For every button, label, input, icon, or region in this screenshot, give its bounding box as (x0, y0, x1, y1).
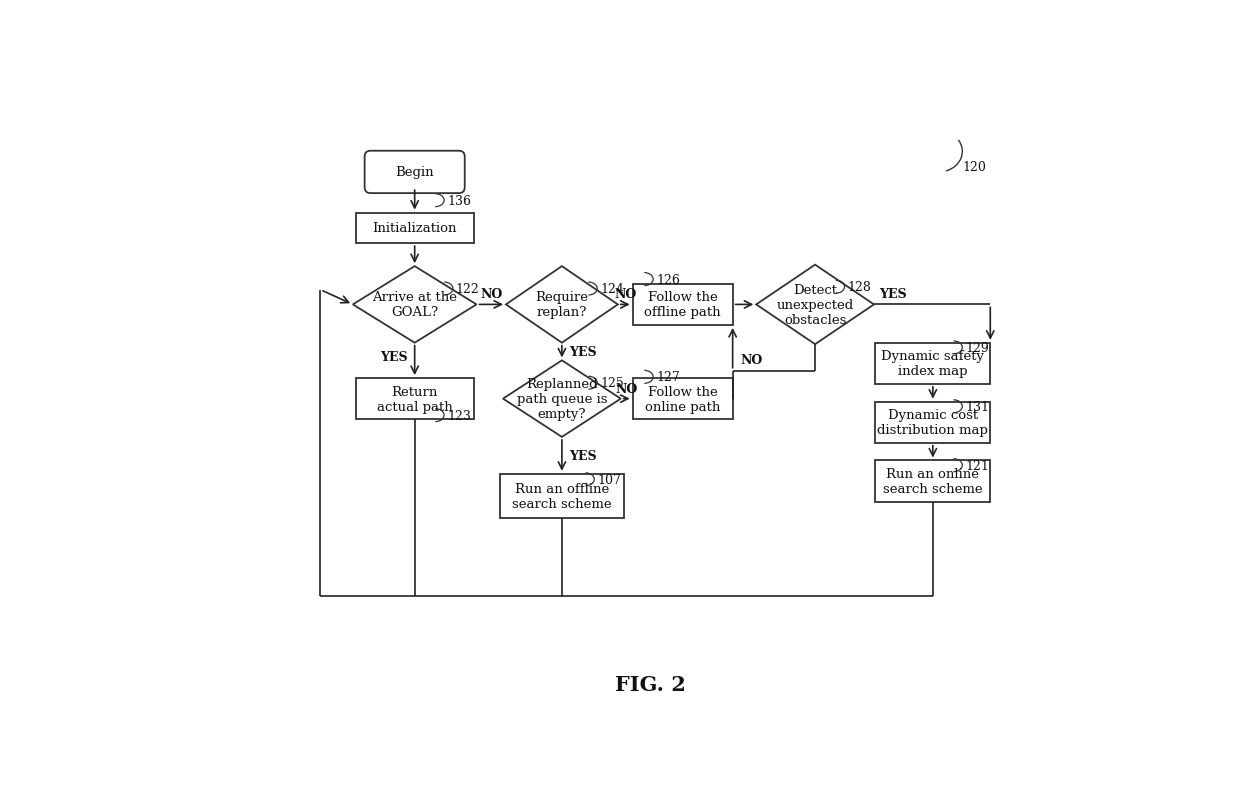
Text: Initialization: Initialization (372, 222, 456, 235)
Text: 128: 128 (847, 281, 872, 294)
Text: 125: 125 (600, 377, 624, 390)
Text: 121: 121 (965, 459, 990, 472)
Text: YES: YES (879, 287, 906, 300)
Text: 122: 122 (456, 282, 480, 296)
Text: NO: NO (480, 288, 502, 301)
Bar (875, 402, 991, 444)
Text: FIG. 2: FIG. 2 (615, 674, 686, 695)
Text: Follow the
online path: Follow the online path (645, 385, 720, 413)
Text: YES: YES (379, 350, 408, 363)
Text: Run an online
search scheme: Run an online search scheme (883, 468, 982, 496)
Text: 127: 127 (656, 371, 680, 384)
Text: 120: 120 (962, 160, 986, 173)
Bar (632, 285, 733, 326)
Polygon shape (756, 265, 874, 345)
Text: Dynamic safety
index map: Dynamic safety index map (882, 350, 985, 378)
Bar (875, 461, 991, 502)
Text: 124: 124 (600, 282, 624, 296)
Bar (632, 379, 733, 419)
Text: 123: 123 (448, 409, 471, 422)
Text: Run an offline
search scheme: Run an offline search scheme (512, 482, 611, 510)
Text: Require
replan?: Require replan? (536, 291, 589, 319)
Polygon shape (503, 361, 621, 437)
Text: Dynamic cost
distribution map: Dynamic cost distribution map (878, 409, 988, 436)
Text: Return
actual path: Return actual path (377, 385, 453, 413)
Text: Begin: Begin (396, 166, 434, 179)
Text: Detect
unexpected
obstacles: Detect unexpected obstacles (776, 284, 853, 326)
Text: 129: 129 (965, 342, 990, 354)
Text: Follow the
offline path: Follow the offline path (645, 291, 720, 319)
Text: 107: 107 (598, 473, 621, 486)
Text: YES: YES (569, 346, 596, 358)
Text: Replanned
path queue is
empty?: Replanned path queue is empty? (517, 378, 608, 420)
FancyBboxPatch shape (365, 152, 465, 194)
Text: NO: NO (740, 354, 763, 367)
Text: 126: 126 (656, 273, 680, 286)
Text: Arrive at the
GOAL?: Arrive at the GOAL? (372, 291, 458, 319)
Text: NO: NO (615, 382, 637, 395)
Text: YES: YES (569, 449, 596, 462)
Bar (356, 379, 474, 419)
Bar (875, 343, 991, 384)
Polygon shape (506, 267, 618, 343)
Polygon shape (353, 267, 476, 343)
Bar (356, 213, 474, 244)
Bar (500, 474, 624, 518)
Text: 136: 136 (448, 194, 471, 208)
Text: 131: 131 (965, 400, 990, 413)
Text: NO: NO (614, 288, 636, 301)
